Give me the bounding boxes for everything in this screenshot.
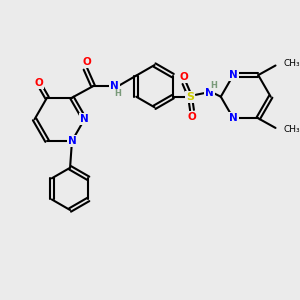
Text: O: O bbox=[82, 57, 91, 67]
Text: N: N bbox=[205, 88, 214, 98]
Text: H: H bbox=[115, 89, 122, 98]
Text: N: N bbox=[68, 136, 76, 146]
Text: S: S bbox=[186, 92, 194, 102]
Text: CH₃: CH₃ bbox=[283, 125, 300, 134]
Text: CH₃: CH₃ bbox=[283, 59, 300, 68]
Text: O: O bbox=[180, 72, 189, 82]
Text: H: H bbox=[211, 81, 218, 90]
Text: N: N bbox=[229, 113, 238, 123]
Text: N: N bbox=[110, 81, 118, 91]
Text: N: N bbox=[80, 114, 89, 124]
Text: N: N bbox=[229, 70, 238, 80]
Text: O: O bbox=[34, 78, 43, 88]
Text: O: O bbox=[188, 112, 196, 122]
